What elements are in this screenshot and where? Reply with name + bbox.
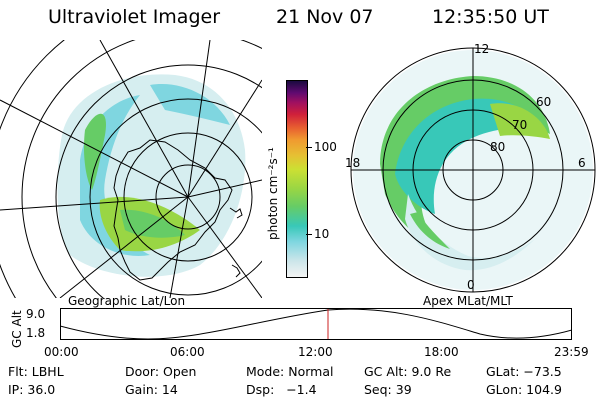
info-seq: Seq: 39 (364, 382, 412, 397)
info-mode: Mode: Normal (246, 364, 334, 379)
time-tick-0000: 00:00 (44, 345, 79, 359)
alt-strip-ylabel: GC Alt (10, 310, 24, 348)
info-dsp: Dsp: −1.4 (246, 382, 317, 397)
magnetic-grid (350, 47, 596, 293)
info-glat: GLat: −73.5 (486, 364, 562, 379)
info-filter: Flt: LBHL (8, 364, 64, 379)
colorbar-tick-10 (306, 234, 312, 235)
geographic-map (0, 40, 262, 298)
mlt-label-18: 18 (345, 156, 361, 170)
time-label: 12:35:50 UT (432, 6, 549, 28)
magnetic-caption: Apex MLat/MLT (423, 294, 513, 308)
mlt-label-12: 12 (474, 42, 490, 56)
mlat-label-70: 70 (512, 118, 528, 132)
mlat-label-80: 80 (490, 140, 506, 154)
info-ip: IP: 36.0 (8, 382, 56, 397)
geographic-caption: Geographic Lat/Lon (68, 294, 186, 308)
altitude-strip-plot (60, 308, 572, 340)
time-tick-1200: 12:00 (298, 345, 333, 359)
magnetic-polar-plot (350, 47, 596, 293)
mlt-label-6: 6 (578, 156, 586, 170)
colorbar-tick-100 (306, 147, 312, 148)
geographic-grid (0, 40, 262, 298)
info-door: Door: Open (125, 364, 197, 379)
alt-ytick-max: 9.0 (26, 307, 46, 321)
colorbar (286, 80, 308, 278)
colorbar-label-10: 10 (314, 227, 330, 241)
colorbar-unit-label: photon cm⁻²s⁻¹ (266, 147, 280, 240)
colorbar-label-100: 100 (314, 140, 337, 154)
mlat-label-60: 60 (536, 95, 552, 109)
time-tick-2359: 23:59 (554, 345, 589, 359)
date-label: 21 Nov 07 (276, 6, 374, 28)
alt-ytick-min: 1.8 (26, 326, 46, 340)
info-glon: GLon: 104.9 (486, 382, 562, 397)
aurora-image-geographic (57, 74, 246, 277)
instrument-title: Ultraviolet Imager (48, 6, 221, 28)
info-gc-alt: GC Alt: 9.0 Re (364, 364, 452, 379)
time-tick-0600: 06:00 (170, 345, 205, 359)
time-tick-1800: 18:00 (424, 345, 459, 359)
info-gain: Gain: 14 (125, 382, 178, 397)
mlt-label-0: 0 (467, 278, 475, 292)
antarctica-coastline (113, 139, 233, 281)
